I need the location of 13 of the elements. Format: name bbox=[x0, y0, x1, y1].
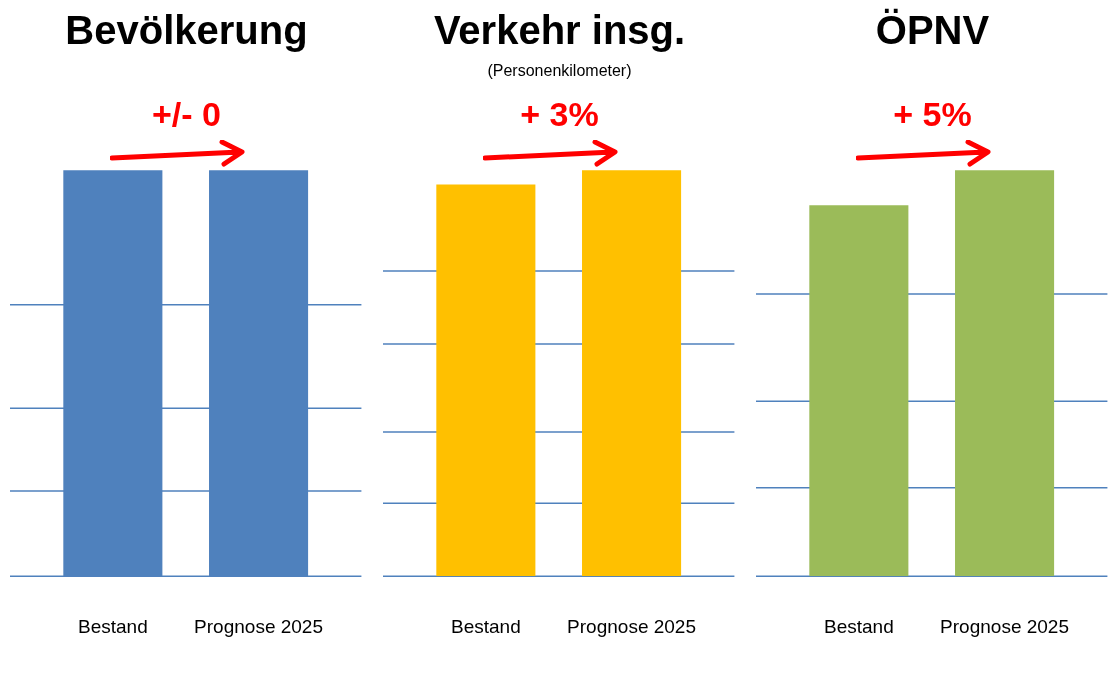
text: +/- 0 bbox=[151, 95, 222, 134]
x-tick-label: Bestand bbox=[823, 615, 894, 637]
chart-subtitle: (Personenkilometer) bbox=[486, 62, 633, 80]
chart-title: ÖPNV bbox=[874, 8, 991, 53]
x-tick-label: Bestand bbox=[77, 615, 148, 637]
x-tick-label: Bestand bbox=[450, 615, 521, 637]
x-tick-label: Prognose 2025 bbox=[940, 615, 1069, 637]
text: + 5% bbox=[892, 95, 973, 134]
chart-title: Verkehr insg. bbox=[432, 8, 687, 53]
x-tick-label: Prognose 2025 bbox=[194, 615, 323, 637]
chart-title: Bevölkerung bbox=[64, 8, 309, 53]
text: + 3% bbox=[519, 95, 600, 134]
x-tick-label: Prognose 2025 bbox=[567, 615, 696, 637]
